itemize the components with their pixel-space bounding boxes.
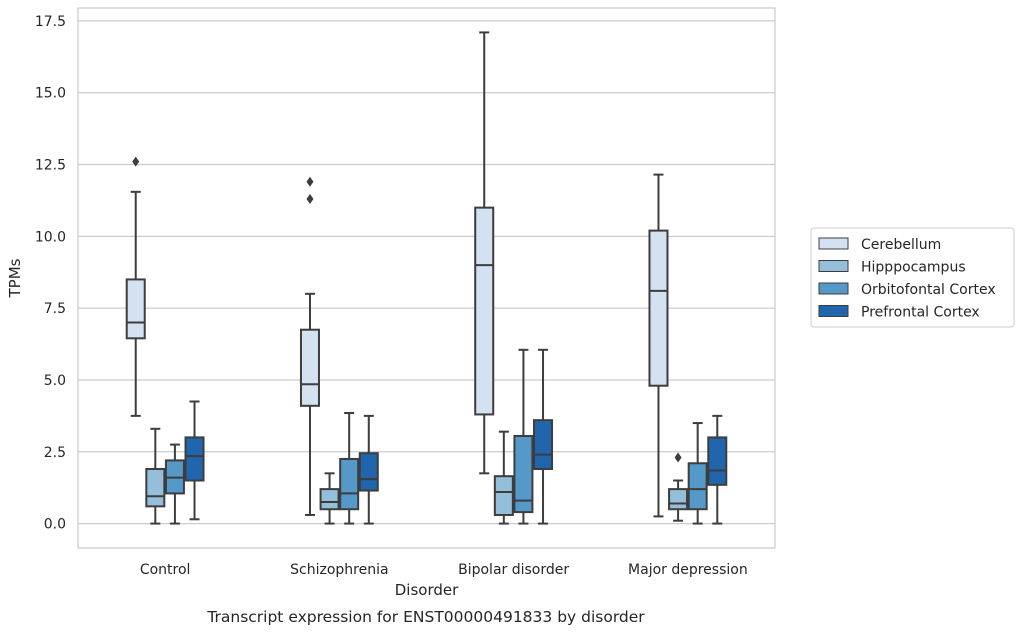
plot-frame (77, 7, 776, 549)
box-prefrontal-cortex (184, 400, 205, 521)
gridlines (78, 20, 775, 525)
y-axis-label: TPMs (6, 258, 24, 298)
box-orbitofontal-cortex (513, 348, 534, 525)
x-tick-label: Major depression (628, 562, 748, 578)
box-orbitofontal-cortex (339, 412, 360, 525)
legend-swatch (818, 237, 849, 250)
legend-swatch (818, 282, 849, 295)
box-cerebellum (474, 31, 495, 475)
box-hipppocampus (668, 452, 689, 522)
x-tick-labels: Control Schizophrenia Bipolar disorder Majo… (140, 562, 748, 578)
y-tick-label: 15.0 (35, 86, 66, 102)
box-body (533, 419, 554, 471)
box-hipppocampus (493, 430, 514, 525)
box-body (145, 468, 166, 508)
outlier-point (132, 156, 140, 167)
box-cerebellum (299, 176, 320, 516)
outlier-point (306, 194, 314, 205)
box-cerebellum (125, 156, 146, 417)
box-body (319, 488, 340, 511)
legend: Cerebellum Hipppocampus Orbitofontal Corte… (810, 227, 1015, 328)
box-body (474, 206, 495, 416)
box-body (513, 434, 534, 514)
legend-label: Cerebellum (861, 237, 941, 253)
legend-label: Orbitofontal Cortex (861, 282, 996, 298)
x-tick-label: Control (140, 562, 191, 578)
box-body (299, 328, 320, 407)
legend-swatch (818, 305, 849, 317)
x-axis-label: Disorder (395, 581, 459, 599)
y-tick-labels: 0.0 2.5 5.0 7.5 10.0 12.5 15.0 17.5 (35, 14, 66, 533)
box-hipppocampus (145, 427, 166, 525)
box-prefrontal-cortex (358, 414, 379, 525)
y-tick-label: 10.0 (35, 229, 66, 245)
box-body (339, 457, 360, 511)
y-tick-label: 0.0 (44, 517, 66, 533)
chart-caption: Transcript expression for ENST0000049183… (206, 608, 645, 626)
y-tick-label: 17.5 (35, 14, 66, 30)
box-body (184, 436, 205, 482)
box-orbitofontal-cortex (164, 443, 185, 525)
box-body (687, 462, 708, 511)
y-tick-label: 2.5 (44, 445, 66, 461)
box-body (668, 488, 689, 511)
legend-swatch (818, 260, 849, 272)
box-orbitofontal-cortex (687, 422, 708, 525)
x-tick-label: Bipolar disorder (458, 562, 569, 578)
box-body (493, 475, 514, 516)
x-tick-label: Schizophrenia (290, 562, 388, 578)
outlier-point (306, 176, 314, 187)
legend-label: Hipppocampus (861, 260, 966, 276)
box-prefrontal-cortex (707, 414, 728, 525)
box-prefrontal-cortex (533, 348, 554, 525)
box-body (707, 436, 728, 486)
box-hipppocampus (319, 472, 340, 525)
y-tick-label: 12.5 (35, 158, 66, 174)
y-tick-label: 7.5 (44, 301, 66, 317)
box-body (358, 452, 379, 492)
legend-frame (810, 227, 1015, 328)
box-body (648, 229, 669, 387)
legend-label: Prefrontal Cortex (861, 305, 980, 321)
box-plot-layer (125, 31, 728, 525)
box-body (125, 278, 146, 340)
box-cerebellum (648, 173, 669, 518)
y-tick-label: 5.0 (44, 373, 66, 389)
outlier-point (674, 452, 682, 463)
